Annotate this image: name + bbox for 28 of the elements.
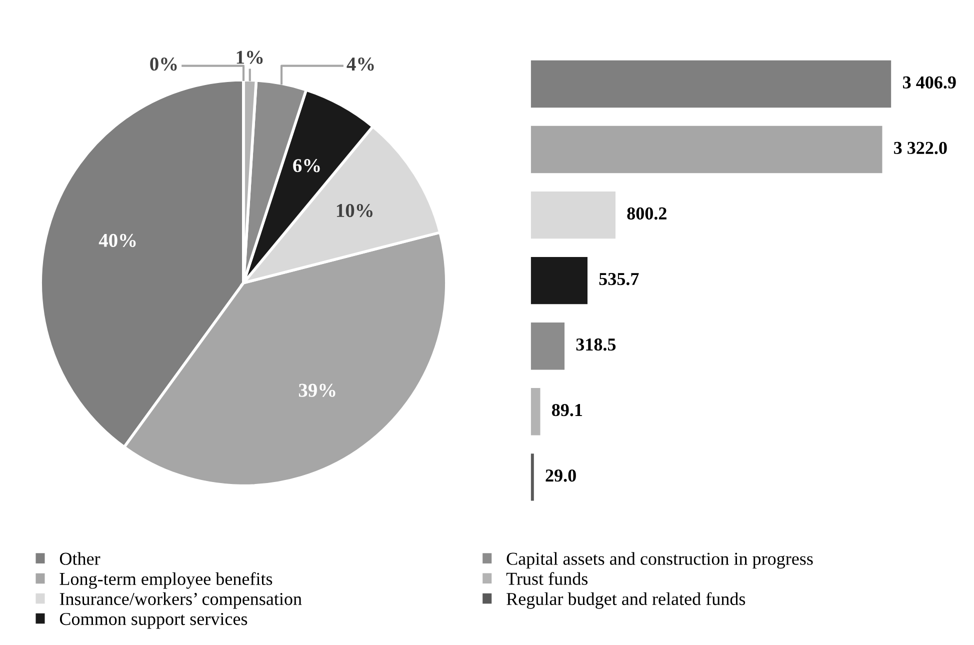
text: 0%	[150, 58, 177, 71]
bar	[530, 322, 565, 370]
data-label: 29.0	[546, 469, 576, 482]
bar	[530, 191, 616, 239]
data-label: 1%	[236, 50, 263, 64]
legend-label: Regular budget and related funds	[506, 592, 746, 609]
data-label: 89.1	[552, 404, 582, 416]
legend-label: Other	[60, 552, 100, 565]
data-label: 39%	[298, 384, 336, 397]
data-label: 3 406.9	[903, 76, 956, 89]
bar	[530, 126, 882, 174]
data-label: 10%	[336, 204, 372, 218]
data-label: 6%	[293, 159, 320, 172]
data-label: 4%	[346, 58, 374, 71]
data-label: 535.7	[599, 272, 639, 286]
legend-label: Insurance/workers’ compensation	[60, 592, 302, 609]
bar	[530, 60, 892, 108]
bar	[530, 454, 534, 501]
legend-label: Long-term employee benefits	[60, 572, 272, 589]
legend-label: Common support services	[60, 612, 248, 629]
legend-label: Capital assets and construction in progress	[506, 552, 813, 569]
data-label: 3 322.0	[894, 142, 947, 154]
data-label: 800.2	[627, 207, 666, 220]
data-label: 318.5	[576, 338, 616, 351]
bar	[530, 388, 540, 436]
bar	[530, 256, 588, 304]
legend-label: Trust funds	[506, 572, 588, 585]
data-label: 40%	[98, 234, 136, 248]
